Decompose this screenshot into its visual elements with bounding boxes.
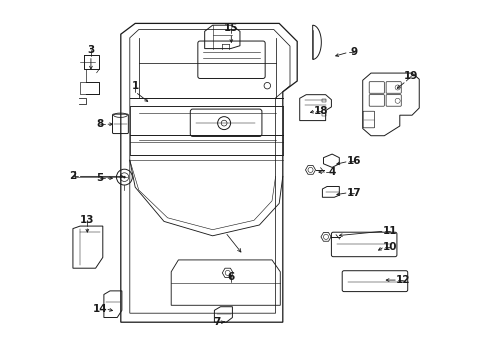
Bar [322,99,326,102]
Text: 9: 9 [350,47,357,57]
Text: 10: 10 [383,242,397,252]
Circle shape [123,176,125,178]
Text: 11: 11 [383,226,397,236]
Bar [322,113,326,116]
Text: 12: 12 [395,275,410,285]
Text: 1: 1 [132,81,139,91]
Text: 6: 6 [227,272,234,282]
Text: 3: 3 [87,45,95,55]
Text: 15: 15 [224,23,239,33]
Text: 5: 5 [97,173,104,183]
Text: 7: 7 [213,317,220,327]
Text: 2: 2 [69,171,76,181]
Text: 4: 4 [328,167,336,177]
Text: 18: 18 [314,106,329,116]
Text: 8: 8 [97,119,104,129]
Text: 17: 17 [346,188,361,198]
Text: 13: 13 [80,215,95,225]
Text: 19: 19 [404,71,418,81]
Text: 16: 16 [346,156,361,166]
Text: 14: 14 [93,304,108,314]
